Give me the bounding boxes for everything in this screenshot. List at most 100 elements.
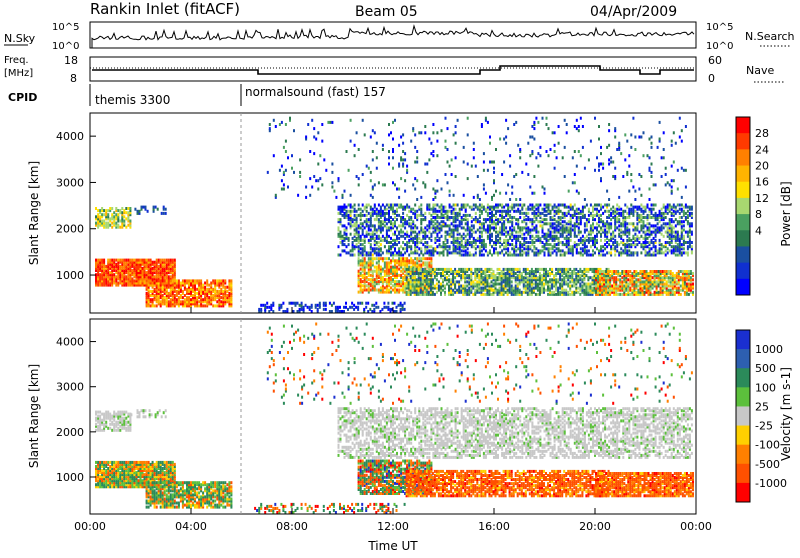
heatmap-cell [429, 280, 432, 284]
heatmap-cell [444, 278, 446, 282]
heatmap-cell [573, 292, 576, 296]
heatmap-cell [538, 272, 541, 275]
heatmap-cell [411, 272, 414, 275]
heatmap-cell [468, 274, 471, 278]
heatmap-cell [147, 285, 150, 289]
heatmap-cell [528, 288, 531, 292]
heatmap-cell [421, 280, 424, 284]
heatmap-cell [537, 203, 540, 207]
heatmap-cell [567, 282, 570, 286]
heatmap-cell [357, 282, 360, 286]
heatmap-cell [224, 285, 227, 289]
heatmap-cell [420, 213, 423, 217]
heatmap-cell [592, 236, 594, 240]
heatmap-cell [486, 282, 489, 286]
heatmap-cell [97, 217, 100, 221]
heatmap-cell [169, 260, 172, 264]
heatmap-cell [565, 234, 568, 238]
heatmap-cell [410, 232, 413, 236]
heatmap-cell [431, 267, 434, 271]
heatmap-cell [495, 243, 497, 247]
heatmap-cell [373, 251, 376, 255]
heatmap-cell [502, 276, 505, 280]
heatmap-cell [159, 281, 162, 285]
heatmap-cell [426, 251, 429, 255]
heatmap-cell [159, 300, 162, 304]
heatmap-cell [163, 277, 166, 281]
heatmap-cell [181, 302, 184, 306]
heatmap-cell [587, 290, 590, 294]
heatmap-cell [113, 277, 116, 281]
heatmap-cell [666, 205, 669, 209]
heatmap-cell [355, 226, 358, 230]
heatmap-cell [381, 282, 384, 286]
heatmap-cell [518, 290, 521, 294]
heatmap-cell [579, 209, 582, 213]
heatmap-cell [415, 292, 418, 296]
heatmap-cell [512, 274, 515, 278]
heatmap-cell [583, 267, 586, 271]
heatmap-cell [507, 213, 510, 217]
heatmap-cell [676, 220, 679, 224]
heatmap-cell [171, 283, 174, 287]
heatmap-cell [608, 238, 611, 242]
heatmap-cell [95, 262, 97, 266]
heatmap-cell [151, 260, 154, 264]
heatmap-cell [228, 287, 231, 291]
heatmap-cell [162, 211, 165, 215]
heatmap-cell [536, 267, 539, 271]
heatmap-cell [230, 281, 233, 285]
heatmap-cell [598, 253, 600, 257]
heatmap-cell [428, 261, 431, 265]
heatmap-cell [392, 271, 394, 275]
heatmap-cell [163, 269, 166, 272]
heatmap-cell [591, 292, 594, 296]
heatmap-cell [381, 288, 384, 292]
heatmap-cell [508, 276, 511, 280]
heatmap-cell [194, 300, 196, 304]
heatmap-cell [371, 232, 374, 236]
heatmap-cell [547, 207, 550, 211]
heatmap-cell [230, 283, 233, 287]
heatmap-cell [620, 222, 623, 226]
heatmap-cell [351, 245, 354, 249]
heatmap-cell [390, 286, 392, 290]
heatmap-cell [569, 280, 572, 284]
heatmap-cell [632, 251, 635, 255]
heatmap-cell [367, 218, 370, 222]
heatmap-cell [452, 220, 455, 224]
heatmap-cell [369, 273, 372, 277]
heatmap-cell [426, 205, 429, 209]
heatmap-cell [686, 232, 689, 236]
heatmap-cell [431, 280, 434, 284]
heatmap-cell [575, 278, 578, 282]
heatmap-cell [456, 241, 459, 244]
heatmap-cell [563, 282, 566, 286]
heatmap-cell [137, 279, 140, 283]
heatmap-cell [594, 251, 596, 255]
heatmap-cell [559, 272, 562, 275]
heatmap-cell [567, 228, 570, 232]
heatmap-cell [497, 218, 499, 222]
heatmap-cell [638, 230, 641, 234]
heatmap-cell [523, 236, 526, 240]
heatmap-cell [141, 281, 144, 285]
heatmap-cell [494, 278, 497, 282]
heatmap-cell [563, 290, 566, 294]
heatmap-cell [388, 226, 390, 230]
heatmap-cell [420, 230, 423, 234]
heatmap-cell [115, 281, 118, 285]
heatmap-cell [664, 253, 667, 257]
heatmap-cell [410, 269, 413, 273]
heatmap-cell [444, 224, 447, 228]
heatmap-cell [662, 211, 665, 215]
heatmap-cell [359, 234, 362, 238]
heatmap-cell [99, 219, 102, 223]
heatmap-cell [527, 241, 530, 244]
heatmap-cell [410, 249, 413, 253]
heatmap-cell [365, 209, 368, 213]
heatmap-cell [165, 296, 168, 300]
heatmap-cell [365, 205, 368, 209]
heatmap-cell [440, 282, 442, 286]
heatmap-cell [612, 247, 615, 251]
